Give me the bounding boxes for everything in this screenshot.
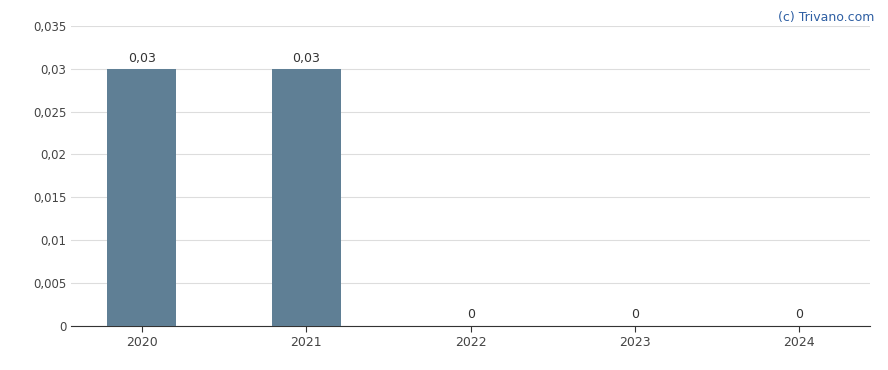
Text: (c) Trivano.com: (c) Trivano.com [778,11,875,24]
Text: 0: 0 [466,308,475,321]
Bar [272,69,341,326]
Text: 0,03: 0,03 [128,52,155,65]
Text: 0: 0 [631,308,639,321]
Text: 0,03: 0,03 [292,52,321,65]
Text: 0: 0 [796,308,804,321]
Bar [107,69,177,326]
